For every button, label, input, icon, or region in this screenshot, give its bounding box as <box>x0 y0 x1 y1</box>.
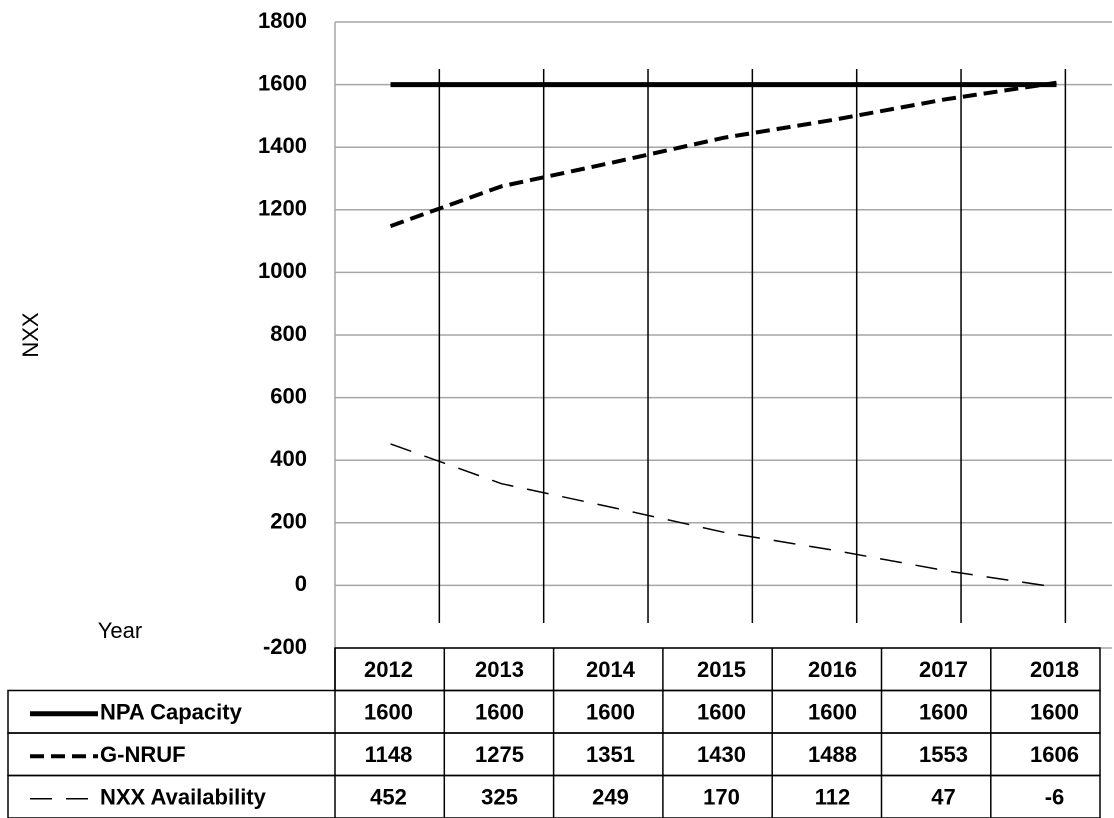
legend-label: NPA Capacity <box>100 700 243 725</box>
x-tick-label: 2017 <box>919 657 968 682</box>
table-value: 1488 <box>808 742 857 767</box>
table-value: 112 <box>815 785 851 810</box>
series-line <box>389 80 1057 228</box>
table-value: 1600 <box>586 700 635 725</box>
x-tick-label: 2018 <box>1030 657 1079 682</box>
table-value: 1600 <box>919 700 968 725</box>
table-value: 1275 <box>475 742 524 767</box>
y-tick-label: -200 <box>263 634 307 659</box>
x-tick-label: 2015 <box>697 657 746 682</box>
table-value: 1600 <box>364 700 413 725</box>
y-axis-label: NXX <box>18 312 43 358</box>
series-line <box>390 443 1057 589</box>
x-tick-label: 2013 <box>475 657 524 682</box>
y-tick-label: 1600 <box>258 70 307 95</box>
x-tick-label: 2014 <box>586 657 636 682</box>
table-value: 47 <box>931 785 955 810</box>
table-value: 325 <box>481 785 518 810</box>
table-value: 1600 <box>697 700 746 725</box>
y-tick-label: 0 <box>295 571 307 596</box>
table-value: 1600 <box>808 700 857 725</box>
y-tick-label: 1400 <box>258 133 307 158</box>
y-tick-label: 1200 <box>258 196 307 221</box>
legend-label: NXX Availability <box>100 785 267 810</box>
y-tick-label: 600 <box>270 383 307 408</box>
table-value: 1553 <box>919 742 968 767</box>
table-value: 1606 <box>1030 742 1079 767</box>
table-value: 1430 <box>697 742 746 767</box>
table-value: 170 <box>703 785 740 810</box>
y-tick-label: 1000 <box>258 258 307 283</box>
y-tick-label: 800 <box>270 321 307 346</box>
y-tick-label: 1800 <box>258 8 307 33</box>
y-tick-label: 400 <box>270 446 307 471</box>
table-value: 249 <box>592 785 629 810</box>
table-value: 1351 <box>586 742 635 767</box>
x-axis-label: Year <box>98 618 142 643</box>
table-value: 452 <box>370 785 407 810</box>
table-value: 1148 <box>365 742 413 767</box>
table-value: 1600 <box>1030 700 1079 725</box>
legend-label: G-NRUF <box>100 742 186 767</box>
y-tick-label: 200 <box>270 509 307 534</box>
x-tick-label: 2012 <box>364 657 413 682</box>
table-value: -6 <box>1045 785 1065 810</box>
table-value: 1600 <box>475 700 524 725</box>
x-tick-label: 2016 <box>808 657 857 682</box>
